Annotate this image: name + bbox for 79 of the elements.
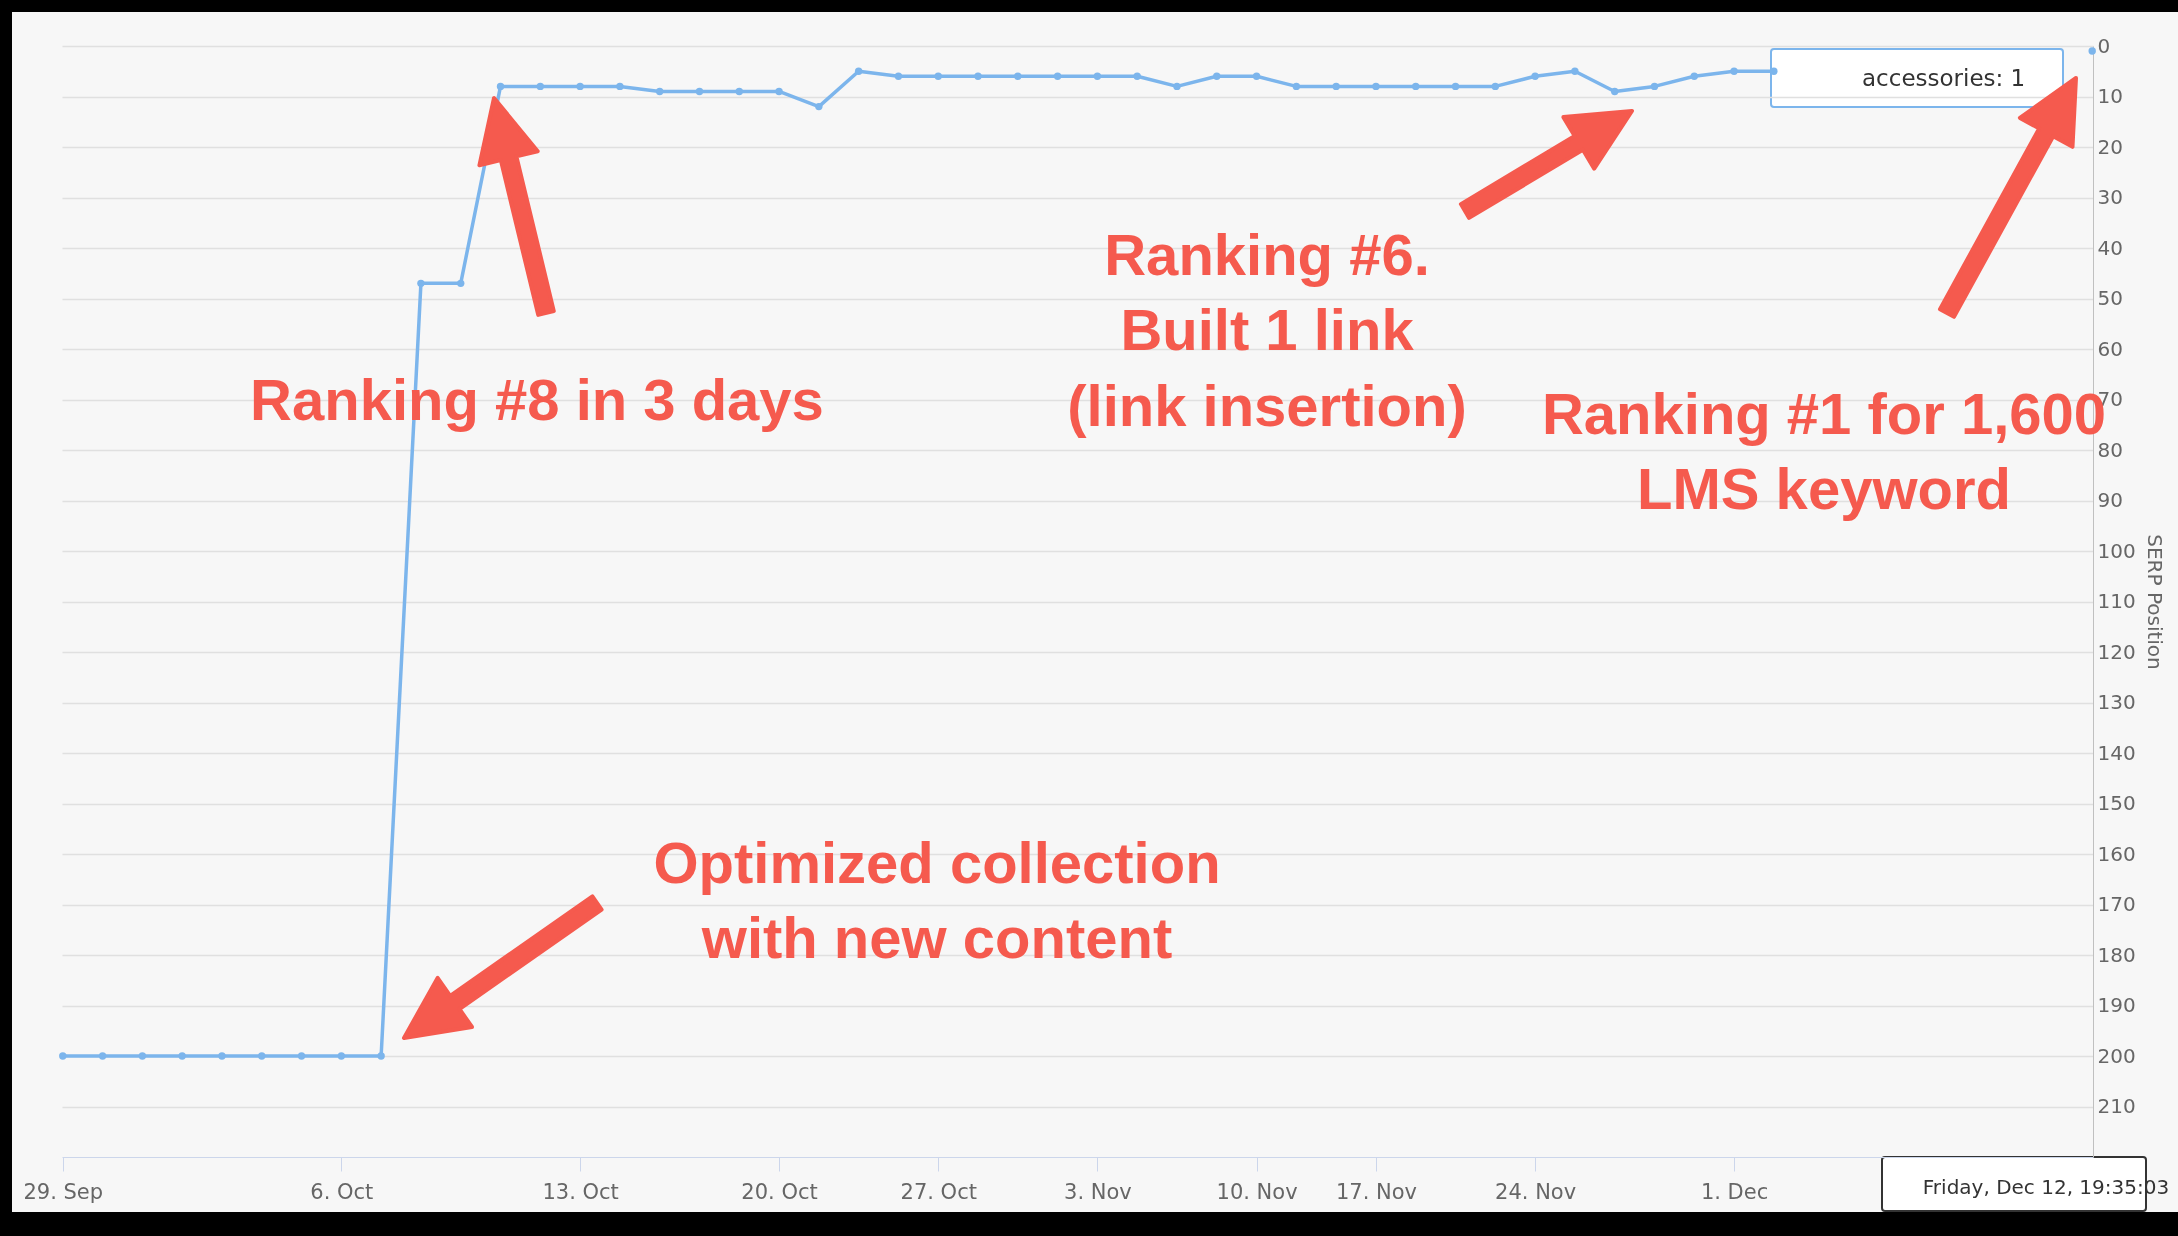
point <box>576 82 584 91</box>
y-tick-label: 30 <box>2097 185 2123 209</box>
y-tick-label: 180 <box>2097 942 2136 967</box>
point <box>1491 82 1500 91</box>
y-tick-label: 170 <box>2097 892 2136 916</box>
point <box>1372 82 1380 91</box>
point <box>1093 72 1102 80</box>
point <box>775 87 783 96</box>
x-tick-label: 13. Oct <box>542 1179 619 1204</box>
point <box>934 72 942 80</box>
annotation: accessories: 1 <box>1862 65 2026 91</box>
y-tick-label: 200 <box>2097 1043 2136 1068</box>
y-tick-label: 20 <box>2097 134 2123 159</box>
x-tick-label: 17. Nov <box>1335 1179 1417 1204</box>
y-tick-label: 120 <box>2097 639 2136 664</box>
point <box>2088 47 2096 55</box>
y-tick-label: 0 <box>2097 33 2111 58</box>
point <box>297 1052 306 1060</box>
point <box>1650 82 1659 91</box>
point <box>894 72 903 80</box>
annotation: Optimized collection with new content <box>653 830 1221 971</box>
point <box>1610 87 1619 96</box>
point <box>1213 72 1221 80</box>
y-tick-label: 80 <box>2097 437 2123 462</box>
point <box>974 72 982 80</box>
point <box>1571 67 1579 75</box>
point <box>138 1052 147 1060</box>
point <box>98 1052 107 1060</box>
y-axis-title: SERP Position <box>2142 534 2167 670</box>
point <box>655 87 664 96</box>
y-tick-label: 50 <box>2097 286 2123 310</box>
y-tick-label: 10 <box>2097 84 2123 108</box>
y-tick-label: 40 <box>2097 235 2123 260</box>
point <box>815 102 823 111</box>
x-tick-label: 27. Oct <box>900 1179 977 1204</box>
point <box>457 279 465 288</box>
point <box>536 82 545 91</box>
point <box>854 67 863 75</box>
y-tick-label: 140 <box>2097 740 2136 765</box>
x-tick-label: 1. Dec <box>1700 1179 1769 1204</box>
point <box>218 1052 226 1060</box>
x-tick-label: 3. Nov <box>1064 1179 1132 1204</box>
y-tick-label: 130 <box>2097 690 2136 714</box>
y-tick-label: 160 <box>2097 841 2136 866</box>
point <box>695 87 704 96</box>
point <box>735 87 743 96</box>
annotation: Ranking #6. Built 1 link (link insertion) <box>1067 222 1467 438</box>
y-tick-label: 210 <box>2097 1094 2136 1118</box>
point <box>1332 82 1340 91</box>
point <box>1531 72 1539 80</box>
point <box>1133 72 1141 80</box>
point <box>1053 72 1062 80</box>
x-tick-label: 10. Nov <box>1216 1179 1298 1204</box>
y-tick-label: 150 <box>2097 791 2136 815</box>
point <box>337 1052 346 1060</box>
point <box>1292 82 1301 91</box>
point <box>178 1052 186 1060</box>
y-tick-label: 110 <box>2097 589 2136 613</box>
y-tick-label: 100 <box>2097 538 2136 563</box>
x-tick-label: 20. Oct <box>741 1179 818 1204</box>
point <box>496 82 505 91</box>
y-tick-label: 190 <box>2097 993 2136 1017</box>
y-tick-label: 60 <box>2097 336 2123 361</box>
point <box>1014 72 1022 80</box>
point <box>1412 82 1420 91</box>
point <box>1690 72 1698 80</box>
point <box>258 1052 266 1060</box>
x-tick-label: 24. Nov <box>1495 1179 1577 1204</box>
point <box>1730 67 1738 75</box>
point <box>1451 82 1460 91</box>
x-tick-label: 29. Sep <box>23 1179 104 1204</box>
point <box>377 1052 385 1060</box>
point <box>1252 72 1261 80</box>
y-tick-label: 90 <box>2097 488 2123 512</box>
point <box>616 82 624 91</box>
x-tick-label: 6. Oct <box>310 1179 374 1204</box>
point <box>417 279 425 288</box>
point <box>59 1052 67 1060</box>
point <box>1173 82 1181 91</box>
